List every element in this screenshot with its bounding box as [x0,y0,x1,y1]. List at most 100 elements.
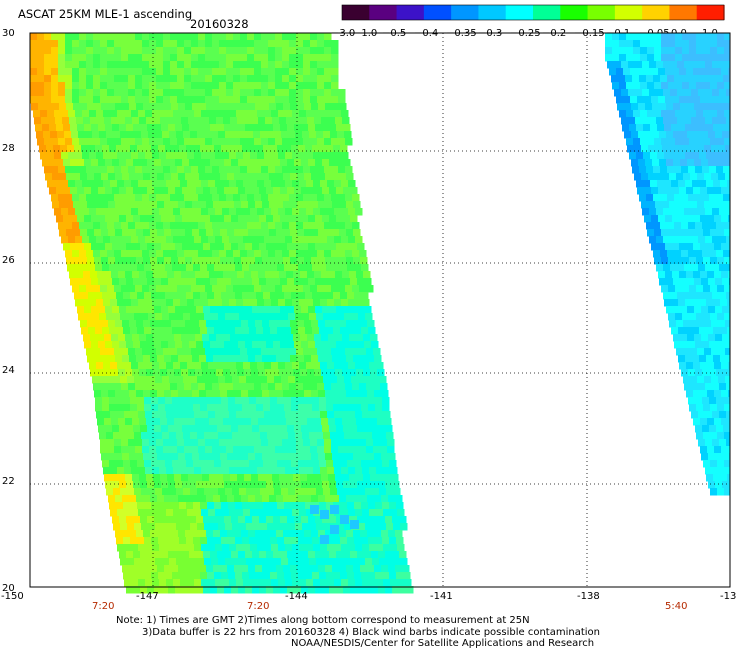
swath-cell [264,180,272,188]
swath-cell [350,243,358,251]
swath-cell [310,96,318,104]
swath-cell [319,327,327,335]
swath-cell [250,236,258,244]
swath-cell [336,425,344,433]
swath-cell [325,390,333,398]
swath-cell [122,229,130,237]
swath-cell [184,61,192,69]
swath-cell [328,271,336,279]
swath-cell [200,145,208,153]
swath-cell [280,278,288,286]
swath-cell [177,439,185,447]
swath-cell [80,320,88,328]
swath-cell [338,166,346,174]
swath-cell [164,453,172,461]
swath-cell [690,320,698,328]
swath-cell [156,439,164,447]
swath-cell [385,516,393,524]
swath-cell [308,551,316,559]
swath-cell [155,558,163,566]
swath-cell [173,467,181,475]
swath-cell [700,68,708,76]
swath-cell [122,390,130,398]
swath-cell [177,61,185,69]
swath-cell [226,383,234,391]
swath-cell [356,334,364,342]
swath-cell [605,40,613,48]
swath-cell [346,495,354,503]
swath-cell [674,341,682,349]
swath-cell [720,474,728,482]
swath-cell [395,565,403,573]
swath-cell [129,257,137,265]
swath-cell [129,229,137,237]
swath-cell [231,341,239,349]
swath-cell [352,285,360,293]
swath-cell [134,131,142,139]
swath-cell [664,152,672,160]
swath-cell [56,124,64,132]
swath-cell [140,278,148,286]
swath-cell [95,397,103,405]
swath-cell [157,453,165,461]
swath-cell [319,264,327,272]
swath-cell [61,110,69,118]
swath-cell [375,537,383,545]
swath-cell [86,194,94,202]
swath-cell [263,292,271,300]
swath-cell [350,551,358,559]
swath-cell [197,558,205,566]
swath-cell [133,551,141,559]
swath-cell [187,208,195,216]
swath-cell [332,173,340,181]
swath-cell [635,89,643,97]
swath-cell [283,257,291,265]
swath-cell [175,187,183,195]
swath-cell [270,460,278,468]
swath-cell [219,383,227,391]
swath-cell [289,138,297,146]
swath-cell [134,523,142,531]
swath-cell [296,82,304,90]
swath-cell [166,362,174,370]
swath-cell [254,348,262,356]
swath-cell [184,33,192,41]
swath-cell [196,425,204,433]
swath-cell [353,390,361,398]
swath-cell [676,320,684,328]
swath-cell [310,33,318,41]
swath-cell [187,411,195,419]
swath-cell [329,243,337,251]
swath-cell [658,96,666,104]
swath-cell [716,397,724,405]
swath-cell [640,54,648,62]
swath-cell [256,292,264,300]
swath-cell [111,117,119,125]
swath-cell [311,530,319,538]
swath-cell [290,530,298,538]
swath-cell [226,166,234,174]
swath-cell [721,243,729,251]
swath-cell [287,124,295,132]
swath-cell [705,89,713,97]
swath-cell [338,194,346,202]
swath-cell [319,145,327,153]
swath-cell [220,530,228,538]
swath-cell [274,558,282,566]
swath-cell [42,124,50,132]
swath-cell [287,551,295,559]
swath-cell [642,89,650,97]
swath-cell [184,96,192,104]
swath-cell [231,159,239,167]
swath-cell [163,89,171,97]
swath-cell [115,229,123,237]
swath-cell [154,159,162,167]
swath-cell [696,285,704,293]
swath-cell [252,516,260,524]
swath-cell [61,180,69,188]
swath-cell [100,446,108,454]
swath-cell [226,250,234,258]
swath-cell [107,222,115,230]
swath-cell [370,474,378,482]
swath-cell [255,390,263,398]
